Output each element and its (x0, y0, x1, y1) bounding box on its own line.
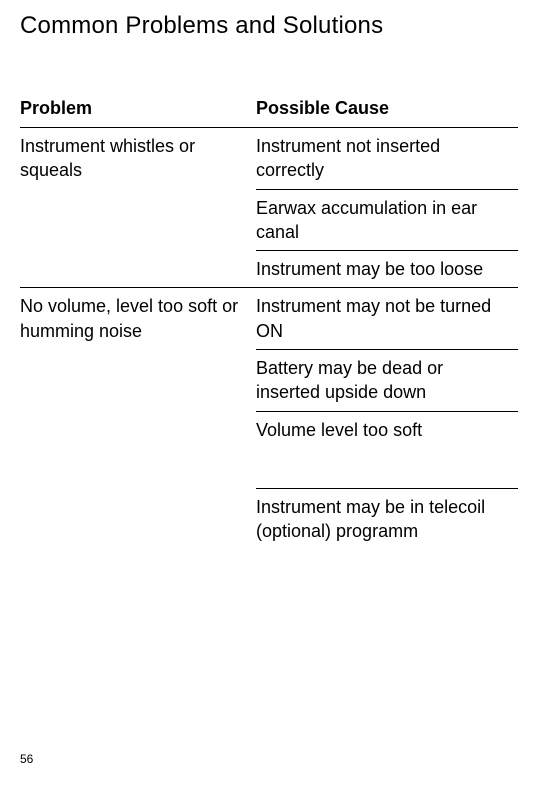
cause-cell: Battery may be dead or inserted upside d… (256, 350, 518, 412)
cause-cell: Earwax accumulation in ear canal (256, 189, 518, 251)
problem-cell: Instrument whistles or squeals (20, 128, 256, 288)
header-cause: Possible Cause (256, 98, 518, 128)
cause-cell: Instrument may be too loose (256, 251, 518, 288)
header-problem: Problem (20, 98, 256, 128)
problem-cell: No volume, level too soft or humming noi… (20, 288, 256, 550)
cause-cell: Instrument not inserted correctly (256, 128, 518, 190)
page-title: Common Problems and Solutions (20, 12, 518, 40)
table-header-row: Problem Possible Cause (20, 98, 518, 128)
problems-table: Problem Possible Cause Instrument whistl… (20, 98, 518, 550)
table-body: Instrument whistles or squealsInstrument… (20, 128, 518, 550)
table-row: No volume, level too soft or humming noi… (20, 288, 518, 350)
cause-cell: Instrument may be in telecoil (optional)… (256, 488, 518, 549)
spacer-cell (256, 448, 518, 489)
page: Common Problems and Solutions Problem Po… (0, 0, 548, 788)
table-row: Instrument whistles or squealsInstrument… (20, 128, 518, 190)
cause-cell: Volume level too soft (256, 411, 518, 448)
cause-cell: Instrument may not be turned ON (256, 288, 518, 350)
page-number: 56 (20, 752, 33, 766)
